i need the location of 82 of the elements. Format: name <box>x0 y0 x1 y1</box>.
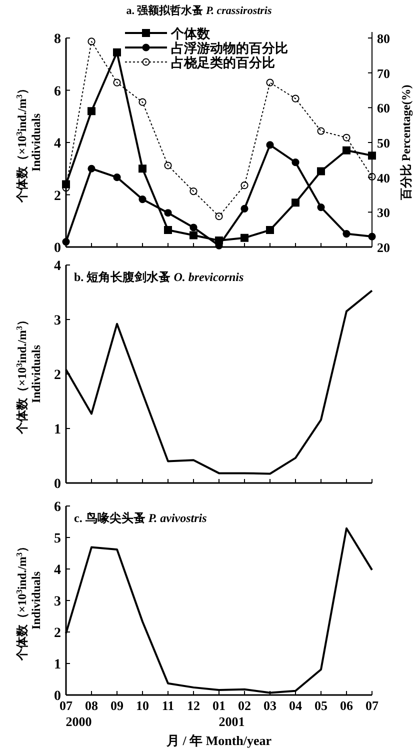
y2-tick-label: 80 <box>377 31 390 46</box>
point <box>88 38 96 46</box>
point <box>190 231 198 240</box>
y-tick-label: 2 <box>54 188 61 204</box>
point <box>317 127 325 135</box>
point <box>240 234 248 242</box>
chart-title: a. 强额拟哲水蚤 P. crassirostris <box>126 4 272 17</box>
y2-tick-label: 30 <box>377 205 390 220</box>
point <box>266 226 274 234</box>
point <box>138 164 146 173</box>
y-tick-label: 8 <box>54 32 61 47</box>
y-tick-label: 0 <box>54 241 61 256</box>
point <box>113 78 121 86</box>
y-tick-label: 6 <box>54 500 61 515</box>
point <box>292 158 300 166</box>
point <box>292 94 300 102</box>
y2-tick-label: 60 <box>377 100 390 116</box>
text: 2000 <box>66 714 92 729</box>
legend-label: 占浮游动物的百分比 <box>171 40 288 56</box>
x-tick-label: 02 <box>238 698 251 713</box>
point <box>292 198 300 207</box>
x-tick-label: 03 <box>264 698 277 713</box>
y2-tick-label: 40 <box>377 170 390 186</box>
point <box>266 141 274 149</box>
legend-label: 个体数 <box>170 26 211 41</box>
y-tick-label: 0 <box>54 689 61 704</box>
point <box>138 98 146 106</box>
y-tick-label: 4 <box>54 259 61 274</box>
x-axis-title: 月 / 年 Month/year <box>165 733 272 748</box>
y-tick-label: 3 <box>54 314 61 328</box>
legend-label: 占桡足类的百分比 <box>171 55 275 70</box>
x-tick-label: 11 <box>162 698 174 713</box>
point <box>88 164 96 172</box>
y2-tick-label: 20 <box>377 240 390 255</box>
x-tick-label: 05 <box>314 698 328 713</box>
y-tick-label: 5 <box>54 532 61 546</box>
point <box>368 172 376 180</box>
chart-title: c. 鸟喙尖头蚤 P. avivostris <box>74 511 208 525</box>
chart-title: b. 短角长腹剑水蚤 O. brevicornis <box>74 270 244 284</box>
x-tick-label: 06 <box>340 698 354 713</box>
point <box>164 162 172 170</box>
x-tick-label: 07 <box>60 698 73 713</box>
point <box>240 182 248 190</box>
point <box>164 209 172 217</box>
point <box>342 134 350 142</box>
point <box>368 152 376 160</box>
point <box>62 238 70 246</box>
y-tick-label: 6 <box>54 84 61 100</box>
point <box>342 230 350 238</box>
x-tick-label: 10 <box>136 698 149 713</box>
y-tick-label: 3 <box>54 594 61 610</box>
y-tick-label: 1 <box>54 658 61 672</box>
point <box>240 204 248 212</box>
point <box>113 48 121 56</box>
text: 2001 <box>218 714 245 729</box>
y-tick-label: 4 <box>54 136 61 152</box>
y-tick-label: 2 <box>54 368 61 383</box>
y-tick-label: 1 <box>54 422 61 438</box>
y2-tick-label: 70 <box>377 66 390 81</box>
x-tick-label: 08 <box>85 698 98 713</box>
point <box>138 195 146 204</box>
x-tick-label: 12 <box>187 698 200 713</box>
point <box>113 174 121 182</box>
x-tick-label: 09 <box>110 698 124 713</box>
y-tick-label: 2 <box>54 626 61 641</box>
y2-axis-title: 百分比 Percentage(%) <box>399 84 413 202</box>
point <box>317 203 325 212</box>
y-tick-label: 4 <box>54 563 61 578</box>
point <box>88 107 96 116</box>
point <box>190 224 198 232</box>
point <box>190 187 198 196</box>
x-tick-label: 04 <box>289 698 302 713</box>
point <box>215 212 223 220</box>
point <box>317 167 325 176</box>
point <box>368 232 376 240</box>
y2-tick-label: 50 <box>377 136 390 150</box>
point <box>266 78 274 86</box>
x-tick-label: 01 <box>212 698 226 713</box>
x-tick-label: 07 <box>366 698 379 713</box>
point <box>342 146 350 154</box>
y-tick-label: 0 <box>54 477 61 492</box>
point <box>164 226 172 234</box>
